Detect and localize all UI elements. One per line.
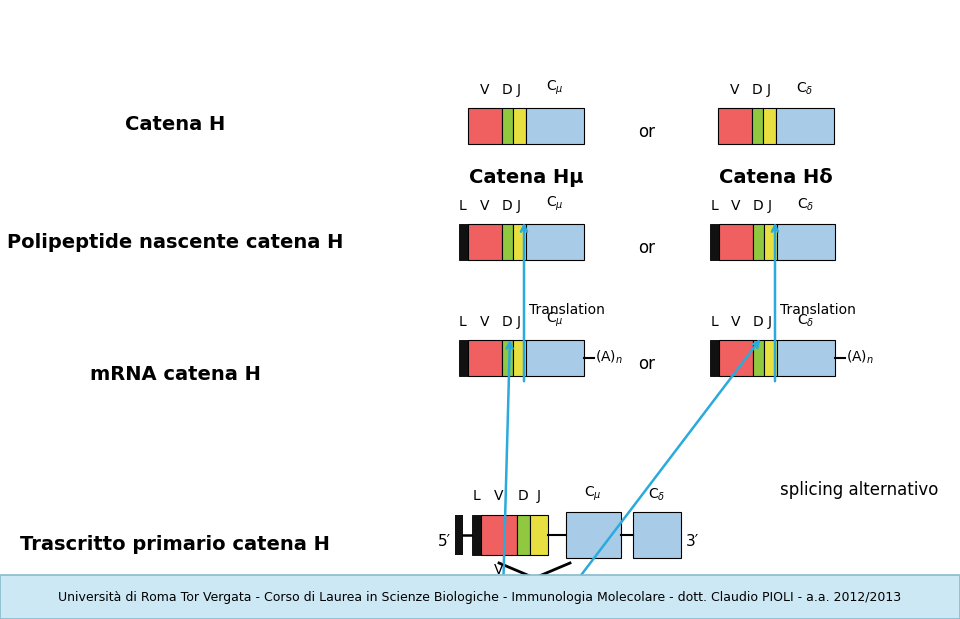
Text: 3′: 3′ — [686, 534, 699, 548]
Text: Translation: Translation — [780, 303, 856, 317]
Text: Trascritto primario catena H: Trascritto primario catena H — [20, 535, 330, 555]
Bar — [513, 340, 526, 376]
Bar — [502, 224, 513, 260]
Bar — [710, 224, 719, 260]
Bar — [455, 515, 463, 555]
Text: Polipeptide nascente catena H: Polipeptide nascente catena H — [7, 233, 343, 251]
Bar — [633, 512, 681, 558]
Text: V: V — [732, 199, 741, 213]
Text: J: J — [768, 315, 772, 329]
Text: J: J — [517, 315, 521, 329]
Bar — [764, 224, 777, 260]
Text: C$_\mu$: C$_\mu$ — [546, 311, 564, 329]
Bar — [753, 224, 764, 260]
Text: Translation: Translation — [529, 303, 605, 317]
Bar — [502, 108, 513, 144]
Text: (A)$_n$: (A)$_n$ — [595, 348, 623, 366]
Text: 5′: 5′ — [438, 534, 451, 548]
Text: Catena Hμ: Catena Hμ — [468, 168, 584, 187]
Bar — [502, 340, 513, 376]
Bar — [777, 340, 835, 376]
Bar — [526, 224, 584, 260]
Text: C$_\mu$: C$_\mu$ — [546, 195, 564, 213]
Text: C$_\mu$: C$_\mu$ — [546, 79, 564, 97]
Text: C$_\mu$: C$_\mu$ — [585, 485, 602, 503]
Text: D: D — [753, 315, 763, 329]
Bar — [526, 340, 584, 376]
Text: (A)$_n$: (A)$_n$ — [846, 348, 874, 366]
Text: C$_\delta$: C$_\delta$ — [798, 197, 815, 213]
Bar — [718, 108, 752, 144]
Bar — [468, 224, 502, 260]
Bar — [752, 108, 763, 144]
Text: D: D — [517, 489, 528, 503]
Text: D: D — [502, 83, 513, 97]
Bar — [719, 340, 753, 376]
Text: D: D — [753, 199, 763, 213]
Text: L: L — [710, 315, 718, 329]
Text: or: or — [638, 355, 656, 373]
Bar — [513, 108, 526, 144]
Text: V: V — [480, 315, 490, 329]
Text: Catena H: Catena H — [125, 116, 226, 134]
Bar — [459, 224, 468, 260]
Text: D: D — [502, 315, 513, 329]
Text: V: V — [480, 199, 490, 213]
Bar — [710, 340, 719, 376]
Bar — [776, 108, 834, 144]
Bar — [513, 224, 526, 260]
Text: or: or — [638, 239, 656, 257]
Text: C$_\delta$: C$_\delta$ — [797, 80, 814, 97]
Bar — [468, 340, 502, 376]
Text: Catena Hδ: Catena Hδ — [719, 168, 833, 187]
Text: L: L — [472, 489, 480, 503]
Text: or: or — [638, 123, 656, 141]
Text: V: V — [732, 315, 741, 329]
Bar — [763, 108, 776, 144]
Text: L: L — [710, 199, 718, 213]
Text: V: V — [480, 83, 490, 97]
Text: C$_\delta$: C$_\delta$ — [648, 487, 665, 503]
Text: splicing alternativo: splicing alternativo — [780, 481, 938, 499]
Text: J: J — [517, 83, 521, 97]
Bar — [481, 515, 517, 555]
Text: J: J — [537, 489, 541, 503]
Text: V: V — [494, 489, 504, 503]
Text: J: J — [767, 83, 771, 97]
Bar — [566, 512, 621, 558]
Bar — [0, 575, 960, 619]
Bar — [753, 340, 764, 376]
Text: V: V — [731, 83, 740, 97]
Bar — [517, 515, 530, 555]
Bar — [777, 224, 835, 260]
Bar — [764, 340, 777, 376]
Text: V: V — [494, 563, 504, 577]
Text: L: L — [459, 315, 467, 329]
Text: J: J — [768, 199, 772, 213]
Bar — [719, 224, 753, 260]
Text: J: J — [517, 199, 521, 213]
Bar — [468, 108, 502, 144]
Bar — [526, 108, 584, 144]
Text: mRNA catena H: mRNA catena H — [89, 365, 260, 384]
Bar — [459, 340, 468, 376]
Text: D: D — [502, 199, 513, 213]
Text: C$_\delta$: C$_\delta$ — [798, 313, 815, 329]
Text: Università di Roma Tor Vergata - Corso di Laurea in Scienze Biologiche - Immunol: Università di Roma Tor Vergata - Corso d… — [59, 591, 901, 604]
Bar — [530, 515, 548, 555]
Bar — [472, 515, 481, 555]
Text: L: L — [459, 199, 467, 213]
Text: D: D — [752, 83, 762, 97]
